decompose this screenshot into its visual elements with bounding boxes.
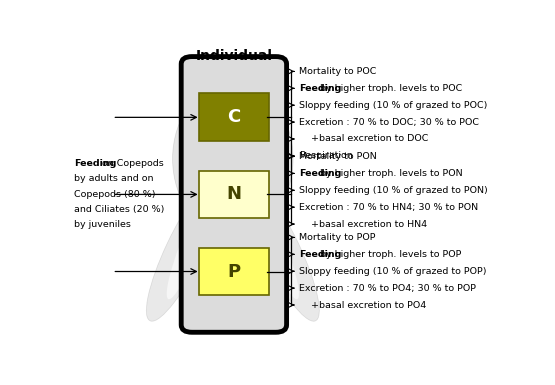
Text: by adults and on: by adults and on xyxy=(74,174,153,183)
Ellipse shape xyxy=(194,73,271,138)
Text: Sloppy feeding (10 % of grazed to PON): Sloppy feeding (10 % of grazed to PON) xyxy=(300,186,488,195)
Text: C: C xyxy=(228,108,240,126)
Text: by juveniles: by juveniles xyxy=(74,221,130,229)
Text: Feeding: Feeding xyxy=(74,159,116,168)
Ellipse shape xyxy=(166,191,213,299)
Text: N: N xyxy=(226,186,241,203)
FancyBboxPatch shape xyxy=(181,57,286,332)
Text: by higher troph. levels to POC: by higher troph. levels to POC xyxy=(317,84,462,93)
Ellipse shape xyxy=(147,174,225,321)
Text: Individual: Individual xyxy=(195,49,273,62)
Text: and Ciliates (20 %): and Ciliates (20 %) xyxy=(74,205,164,214)
Text: Excretion : 70 % to HN4; 30 % to PON: Excretion : 70 % to HN4; 30 % to PON xyxy=(300,203,478,212)
FancyBboxPatch shape xyxy=(199,171,269,218)
Text: +basal excretion to PO4: +basal excretion to PO4 xyxy=(300,301,427,310)
Text: P: P xyxy=(228,263,240,281)
Text: Mortality to PON: Mortality to PON xyxy=(300,152,377,161)
Text: by higher troph. levels to POP: by higher troph. levels to POP xyxy=(317,250,461,259)
Text: Sloppy feeding (10 % of grazed to POP): Sloppy feeding (10 % of grazed to POP) xyxy=(300,267,487,276)
Text: Mortality to POC: Mortality to POC xyxy=(300,67,377,76)
Text: Copepods (80 %): Copepods (80 %) xyxy=(74,190,155,199)
Text: Mortality to POP: Mortality to POP xyxy=(300,233,376,242)
Ellipse shape xyxy=(253,191,299,299)
Text: Respiration: Respiration xyxy=(300,151,353,161)
Text: Feeding: Feeding xyxy=(300,169,342,178)
Text: +basal excretion to HN4: +basal excretion to HN4 xyxy=(300,219,427,229)
Ellipse shape xyxy=(241,174,319,321)
FancyBboxPatch shape xyxy=(199,248,269,295)
Ellipse shape xyxy=(173,82,293,236)
Text: Feeding: Feeding xyxy=(300,84,342,93)
Text: on Copepods: on Copepods xyxy=(99,159,163,168)
Text: by higher troph. levels to PON: by higher troph. levels to PON xyxy=(317,169,462,178)
Text: Sloppy feeding (10 % of grazed to POC): Sloppy feeding (10 % of grazed to POC) xyxy=(300,101,488,110)
Text: +basal excretion to DOC: +basal excretion to DOC xyxy=(300,134,429,144)
FancyBboxPatch shape xyxy=(199,94,269,141)
Text: Excretion : 70 % to DOC; 30 % to POC: Excretion : 70 % to DOC; 30 % to POC xyxy=(300,117,480,127)
Text: Excretion : 70 % to PO4; 30 % to POP: Excretion : 70 % to PO4; 30 % to POP xyxy=(300,284,477,293)
Text: Feeding: Feeding xyxy=(300,250,342,259)
